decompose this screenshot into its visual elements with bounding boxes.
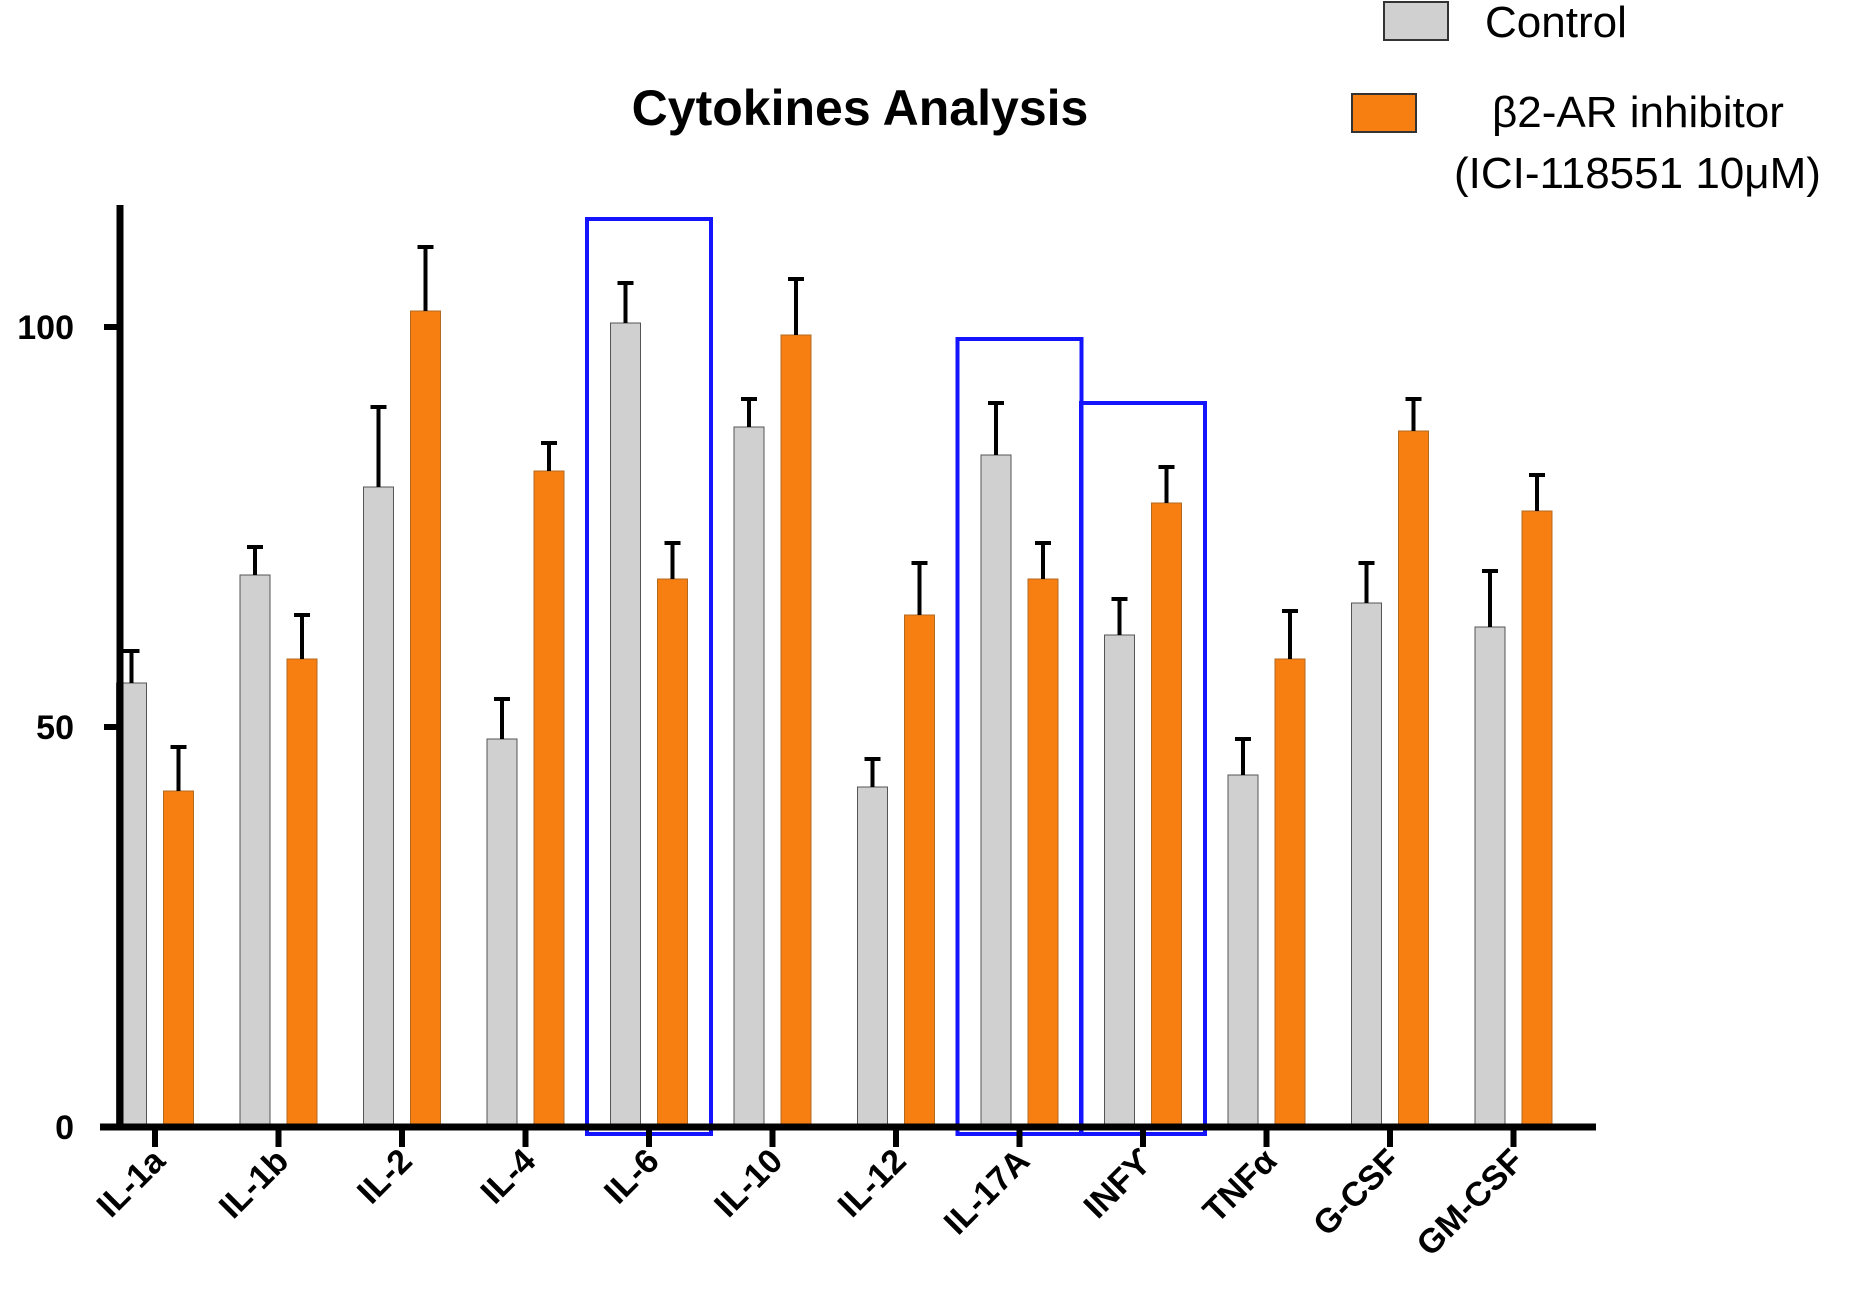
x-tick-label-il-17a: IL-17A [937,1142,1037,1242]
bar-g-csf-control [1351,602,1382,1128]
y-tick-label-50: 50 [36,709,74,747]
x-tick-label-gm-csf: GM-CSF [1409,1142,1531,1264]
legend-label-inhibitor-line2: (ICI-118551 10μM) [1454,149,1821,198]
bar-il-1a-inhibitor [163,790,194,1128]
x-tick-label-il-4: IL-4 [474,1142,544,1212]
legend-label-control: Control [1485,0,1627,47]
bar-il-4-control [486,738,518,1128]
x-tick-label-il-10: IL-10 [707,1142,790,1225]
highlight-box-il-6 [585,217,713,1136]
bar-il-10-control [733,426,765,1128]
x-tick-label-il-6: IL-6 [597,1142,667,1212]
x-tick-label-tnf: TNFα [1196,1142,1284,1230]
bars-group [116,310,1553,1128]
legend: Control β2-AR inhibitor (ICI-118551 10μM… [1351,0,1821,198]
x-ticks: IL-1a IL-1b IL-2 IL-4 IL-6 IL-10 IL-12 IL-17A IN… [90,1127,1531,1263]
legend-swatch-inhibitor [1351,93,1417,133]
bar-gm-csf-control [1474,626,1506,1128]
bar-il-17a-inhibitor [1027,578,1059,1128]
bar-il-12-inhibitor [904,614,935,1128]
chart-title: Cytokines Analysis [632,80,1089,136]
x-tick-label-il-12: IL-12 [831,1142,914,1225]
x-tick-label-inf: INFϒ [1077,1142,1161,1226]
bar-il-4-inhibitor [533,470,565,1128]
bar-il-17a-control [980,454,1012,1128]
highlight-box-inf [1079,401,1207,1136]
bar-tnf-inhibitor [1274,658,1306,1128]
x-tick-label-g-csf: G-CSF [1306,1142,1408,1244]
axes-group [100,205,1596,1131]
bar-il-2-control [363,486,394,1128]
bar-il-2-inhibitor [410,310,441,1128]
error-bars-group [123,245,1545,791]
bar-inf-control [1104,634,1135,1128]
bar-g-csf-inhibitor [1398,430,1429,1128]
bar-il-12-control [857,786,888,1128]
legend-label-inhibitor: β2-AR inhibitor [1492,88,1784,137]
bar-il-1b-control [239,574,271,1128]
bar-il-10-inhibitor [780,334,812,1128]
bar-tnf-control [1227,774,1259,1128]
highlight-box-il-17a [955,337,1084,1136]
x-tick-label-il-2: IL-2 [350,1142,420,1212]
bar-il-1b-inhibitor [286,658,318,1128]
y-ticks: 0 50 100 [17,309,120,1147]
y-tick-label-0: 0 [55,1109,74,1147]
bar-il-6-inhibitor [657,578,688,1128]
legend-swatch-control [1383,1,1449,41]
bar-il-6-control [610,322,641,1128]
bar-gm-csf-inhibitor [1521,510,1553,1128]
x-tick-label-il-1b: IL-1b [212,1142,296,1226]
bar-inf-inhibitor [1151,502,1182,1128]
y-tick-label-100: 100 [17,309,74,347]
x-tick-label-il-1a: IL-1a [90,1141,174,1225]
